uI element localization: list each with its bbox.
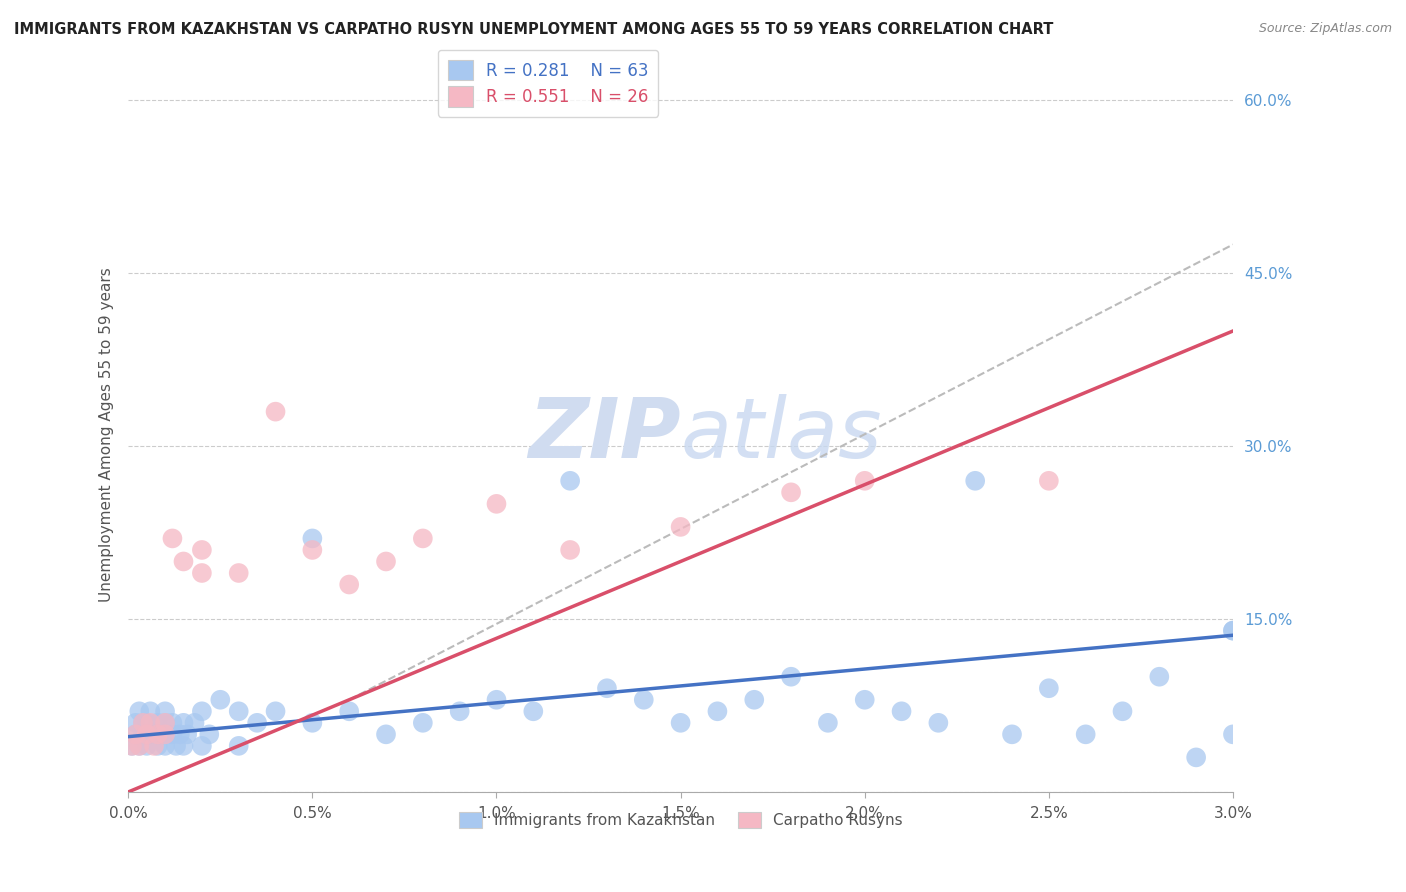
Point <box>449 704 471 718</box>
Point <box>412 532 434 546</box>
Point <box>162 727 184 741</box>
Point <box>169 727 191 741</box>
Point <box>669 520 692 534</box>
Point <box>132 715 155 730</box>
Text: Source: ZipAtlas.com: Source: ZipAtlas.com <box>1258 22 1392 36</box>
Text: ZIP: ZIP <box>529 394 681 475</box>
Legend: Immigrants from Kazakhstan, Carpatho Rusyns: Immigrants from Kazakhstan, Carpatho Rus… <box>453 806 908 834</box>
Point <box>132 727 155 741</box>
Point <box>132 715 155 730</box>
Point <box>173 739 195 753</box>
Point <box>853 692 876 706</box>
Point <box>1074 727 1097 741</box>
Point <box>412 715 434 730</box>
Y-axis label: Unemployment Among Ages 55 to 59 years: Unemployment Among Ages 55 to 59 years <box>100 268 114 602</box>
Point <box>146 715 169 730</box>
Point <box>301 715 323 730</box>
Point <box>264 404 287 418</box>
Point <box>301 532 323 546</box>
Point <box>209 692 232 706</box>
Point <box>128 704 150 718</box>
Point <box>191 739 214 753</box>
Point <box>1038 474 1060 488</box>
Point <box>522 704 544 718</box>
Point <box>183 715 205 730</box>
Point <box>121 739 143 753</box>
Point <box>153 727 176 741</box>
Point <box>124 727 146 741</box>
Point <box>162 715 184 730</box>
Point <box>375 554 398 568</box>
Point <box>264 704 287 718</box>
Point <box>165 739 187 753</box>
Point <box>139 704 162 718</box>
Point <box>1038 681 1060 696</box>
Text: IMMIGRANTS FROM KAZAKHSTAN VS CARPATHO RUSYN UNEMPLOYMENT AMONG AGES 55 TO 59 YE: IMMIGRANTS FROM KAZAKHSTAN VS CARPATHO R… <box>14 22 1053 37</box>
Point <box>128 739 150 753</box>
Point <box>301 543 323 558</box>
Point <box>176 727 198 741</box>
Point <box>1001 727 1024 741</box>
Point <box>150 727 173 741</box>
Point <box>173 715 195 730</box>
Point <box>1185 750 1208 764</box>
Point <box>143 739 166 753</box>
Point <box>153 704 176 718</box>
Point <box>198 727 221 741</box>
Point <box>135 727 157 741</box>
Point <box>191 704 214 718</box>
Point <box>143 727 166 741</box>
Point <box>596 681 619 696</box>
Point <box>191 566 214 580</box>
Point <box>139 727 162 741</box>
Point <box>162 532 184 546</box>
Point <box>124 715 146 730</box>
Point <box>337 704 360 718</box>
Point <box>375 727 398 741</box>
Point <box>485 692 508 706</box>
Point <box>153 715 176 730</box>
Point <box>669 715 692 730</box>
Point <box>337 577 360 591</box>
Point <box>560 543 582 558</box>
Point <box>817 715 839 730</box>
Point <box>780 485 803 500</box>
Point <box>706 704 728 718</box>
Point <box>139 715 162 730</box>
Point <box>124 727 146 741</box>
Point <box>121 739 143 753</box>
Point <box>1111 704 1133 718</box>
Point <box>135 715 157 730</box>
Point <box>191 543 214 558</box>
Point <box>742 692 765 706</box>
Point <box>965 474 987 488</box>
Point <box>146 739 169 753</box>
Point <box>228 566 250 580</box>
Point <box>128 739 150 753</box>
Point <box>1222 727 1244 741</box>
Point <box>633 692 655 706</box>
Point <box>780 670 803 684</box>
Point <box>560 474 582 488</box>
Point <box>228 739 250 753</box>
Point <box>135 739 157 753</box>
Point <box>153 739 176 753</box>
Point <box>485 497 508 511</box>
Point <box>228 704 250 718</box>
Point <box>1222 624 1244 638</box>
Point <box>927 715 949 730</box>
Point <box>173 554 195 568</box>
Point <box>246 715 269 730</box>
Point <box>1149 670 1171 684</box>
Point <box>1222 624 1244 638</box>
Point <box>146 727 169 741</box>
Point <box>153 715 176 730</box>
Point <box>853 474 876 488</box>
Text: atlas: atlas <box>681 394 882 475</box>
Point <box>890 704 912 718</box>
